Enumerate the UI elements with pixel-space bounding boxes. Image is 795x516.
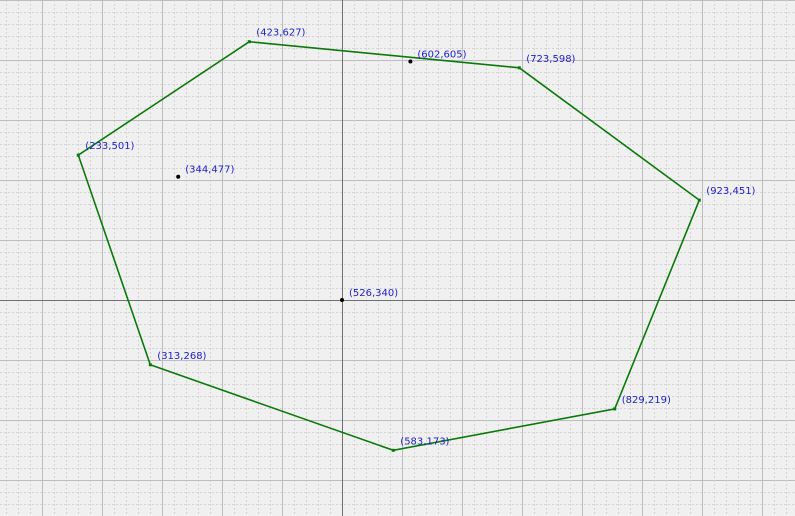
polygon-vertex[interactable] [517, 66, 521, 70]
data-point[interactable] [176, 174, 181, 179]
polygon-vertex[interactable] [148, 363, 152, 367]
vertex-label: (313,268) [157, 351, 206, 362]
polygon-layer [76, 40, 701, 452]
vertex-label: (723,598) [526, 54, 575, 65]
polygon-vertex[interactable] [697, 198, 701, 202]
vertex-label: (423,627) [256, 28, 305, 39]
polygon-vertex[interactable] [391, 448, 395, 452]
data-point[interactable] [408, 59, 413, 64]
data-point[interactable] [340, 298, 344, 302]
polygon-outline[interactable] [77, 40, 701, 452]
labels-layer: (423,627) (723,598) (923,451) (829,219) (583… [85, 28, 755, 448]
point-label: (602,605) [417, 50, 466, 61]
points-layer [176, 59, 413, 302]
polygon-vertex[interactable] [613, 407, 617, 411]
point-label: (344,477) [185, 165, 234, 176]
vertex-label: (829,219) [622, 395, 671, 406]
polygon-vertex[interactable] [247, 40, 251, 44]
vertex-label: (923,451) [706, 186, 755, 197]
polygon-vertex[interactable] [76, 153, 80, 157]
point-label: (526,340) [349, 288, 398, 299]
vertex-label: (583,173) [400, 436, 449, 447]
vertex-label: (233,501) [85, 141, 134, 152]
